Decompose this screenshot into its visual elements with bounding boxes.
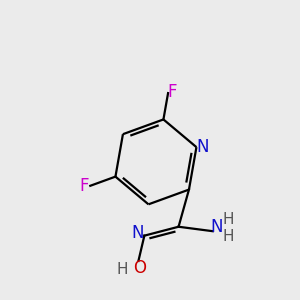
Text: N: N <box>210 218 223 236</box>
Text: N: N <box>197 138 209 156</box>
Text: N: N <box>132 224 144 242</box>
Text: F: F <box>167 82 177 100</box>
Text: H: H <box>222 212 234 227</box>
Text: F: F <box>79 177 88 195</box>
Text: H: H <box>116 262 128 277</box>
Text: H: H <box>222 229 234 244</box>
Text: O: O <box>134 260 146 278</box>
